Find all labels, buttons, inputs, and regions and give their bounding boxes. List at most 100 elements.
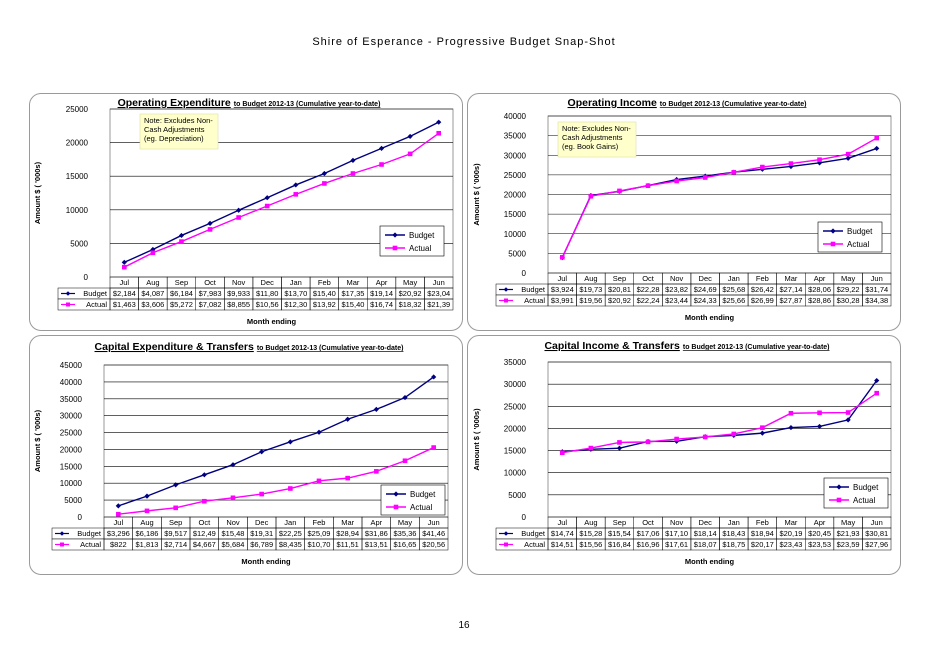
data-label: $16,84	[608, 540, 631, 549]
data-label: $41,46	[422, 529, 445, 538]
budget-point	[788, 163, 794, 170]
note-box	[557, 121, 637, 158]
budget-point	[788, 424, 794, 431]
legend-budget-marker	[393, 491, 399, 497]
budget-point	[144, 493, 150, 499]
operating-expenditure-panel: Operating Expenditure to Budget 2012-13 (…	[29, 93, 463, 331]
data-label: $26,42	[751, 285, 774, 294]
actual-point	[817, 410, 822, 416]
actual-point	[144, 508, 150, 514]
data-label: $20,45	[808, 529, 831, 538]
x-tick-label: Aug	[584, 518, 597, 527]
table-key-actual-marker	[60, 542, 64, 547]
data-label: $19,56	[579, 296, 602, 305]
budget-point	[402, 394, 408, 401]
data-label: $18,75	[722, 540, 745, 549]
actual-point	[121, 264, 127, 270]
actual-point	[173, 505, 178, 511]
x-tick-label: Sep	[613, 518, 626, 527]
data-label: $9,933	[227, 289, 250, 298]
data-label: $17,10	[665, 529, 688, 538]
actual-point	[617, 188, 622, 194]
x-tick-label: Aug	[146, 278, 159, 287]
data-label: $20,92	[608, 296, 631, 305]
legend-label: Actual	[410, 503, 432, 512]
table-row-label: Actual	[524, 296, 545, 305]
budget-point	[178, 232, 185, 239]
actual-point	[207, 227, 213, 232]
x-tick-label: Jan	[284, 518, 296, 527]
table-row-label: Budget	[521, 285, 546, 294]
note-text: (eg. Book Gains)	[562, 142, 619, 151]
x-axis-label: Month ending	[685, 557, 735, 566]
x-tick-label: Sep	[175, 278, 188, 287]
capital-expenditure-panel: Capital Expenditure & Transfers to Budget…	[29, 335, 463, 575]
data-label: $27,87	[779, 296, 802, 305]
budget-point	[759, 430, 765, 436]
actual-point	[436, 130, 442, 136]
budget-point	[378, 145, 385, 151]
actual-line	[123, 132, 440, 268]
note-text: Cash Adjustments	[562, 133, 623, 142]
data-label: $17,61	[665, 540, 688, 549]
x-tick-label: Feb	[756, 274, 769, 283]
data-label: $23,59	[837, 540, 860, 549]
data-label: $14,51	[551, 540, 574, 549]
x-tick-label: Mar	[784, 274, 797, 283]
data-label: $5,684	[222, 540, 245, 549]
budget-line	[124, 121, 440, 263]
chart-title-sub: to Budget 2012-13 (Cumulative year-to-da…	[683, 344, 830, 351]
x-tick-label: Jan	[290, 278, 302, 287]
actual-point	[588, 445, 594, 451]
x-tick-label: Apr	[376, 278, 388, 287]
budget-point	[816, 160, 823, 166]
x-tick-label: Oct	[642, 274, 655, 283]
x-tick-label: Jan	[728, 518, 740, 527]
x-tick-label: Dec	[261, 278, 275, 287]
y-tick-label: 0	[522, 269, 527, 278]
budget-point	[407, 133, 413, 140]
data-label: $31,86	[365, 529, 388, 538]
data-label: $30,81	[865, 529, 888, 538]
y-tick-label: 20000	[66, 139, 89, 148]
y-tick-label: 45000	[60, 361, 83, 370]
x-tick-label: Feb	[318, 278, 331, 287]
data-label: $18,07	[694, 540, 717, 549]
actual-point	[431, 445, 436, 450]
x-tick-label: Jul	[119, 278, 129, 287]
note-text: Note: Excludes Non-	[144, 116, 213, 125]
data-label: $23,43	[779, 540, 802, 549]
data-label: $18,14	[694, 529, 717, 538]
actual-point	[179, 239, 184, 244]
data-label: $25,09	[308, 529, 331, 538]
legend-label: Budget	[410, 490, 436, 499]
legend-label: Budget	[847, 227, 873, 236]
budget-point	[150, 246, 156, 253]
data-label: $10,70	[308, 540, 331, 549]
table-row-label: Actual	[80, 540, 101, 549]
x-tick-label: May	[841, 518, 855, 527]
data-label: $24,33	[694, 296, 717, 305]
x-tick-label: Feb	[756, 518, 769, 527]
data-label: $13,92	[313, 300, 336, 309]
y-axis-label: Amount $ ( '000s)	[472, 408, 481, 471]
legend-box	[823, 477, 889, 509]
chart-title: Capital Expenditure & Transfers to Budget…	[95, 341, 404, 353]
actual-point	[379, 162, 384, 167]
budget-point	[207, 220, 213, 226]
note-text: Note: Excludes Non-	[562, 124, 631, 133]
y-tick-label: 40000	[504, 112, 527, 121]
x-tick-label: May	[398, 518, 412, 527]
data-label: $15,54	[608, 529, 631, 538]
chart-title-main: Operating Income	[568, 97, 657, 109]
data-label: $34,38	[865, 296, 888, 305]
y-tick-label: 15000	[504, 210, 527, 219]
actual-line	[561, 137, 878, 258]
data-label: $13,51	[365, 540, 388, 549]
y-tick-label: 25000	[504, 402, 527, 411]
x-tick-label: May	[403, 278, 417, 287]
data-table: Jul Aug Sep Oct Nov Dec Jan Feb Mar Apr May Jun Budg…	[495, 272, 892, 307]
actual-point	[731, 431, 737, 437]
data-label: $19,31	[250, 529, 273, 538]
operating-expenditure-chart: Operating Expenditure to Budget 2012-13 (…	[33, 97, 454, 326]
